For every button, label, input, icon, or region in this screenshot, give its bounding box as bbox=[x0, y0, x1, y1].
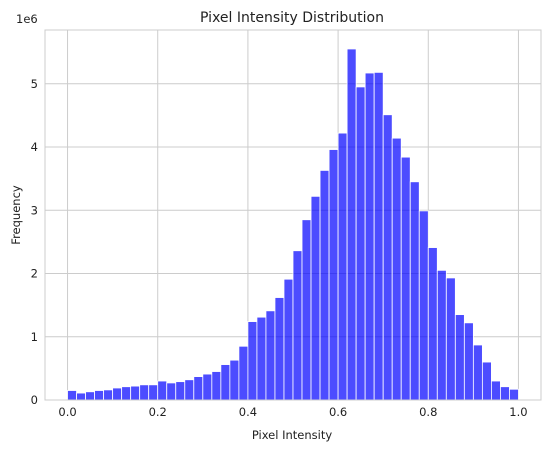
histogram-bar bbox=[139, 384, 150, 401]
histogram-bar bbox=[121, 386, 132, 401]
x-tick-label: 0.4 bbox=[239, 405, 257, 419]
histogram-bar bbox=[238, 345, 249, 401]
histogram-bar bbox=[76, 392, 86, 401]
histogram-bar bbox=[148, 384, 159, 401]
histogram-bar bbox=[103, 389, 114, 401]
y-tick-label: 0 bbox=[31, 393, 38, 407]
histogram-bar bbox=[301, 219, 312, 401]
y-offset-label: 1e6 bbox=[16, 12, 38, 26]
plot-frame bbox=[44, 29, 542, 401]
histogram-bar bbox=[500, 386, 510, 401]
histogram-bar bbox=[310, 195, 321, 401]
histogram-bar bbox=[445, 277, 456, 401]
histogram-bar bbox=[220, 364, 231, 401]
histogram-bar bbox=[202, 373, 213, 401]
histogram-bar bbox=[211, 371, 222, 401]
histogram-bar bbox=[481, 361, 492, 401]
histogram-bar bbox=[265, 310, 276, 401]
x-tick-label: 0.6 bbox=[329, 405, 347, 419]
histogram-bar bbox=[130, 385, 141, 401]
histogram-bar bbox=[409, 181, 420, 401]
histogram-bar bbox=[166, 382, 177, 401]
histogram-bar bbox=[490, 380, 501, 401]
histogram-bar bbox=[355, 86, 366, 401]
y-tick-label: 4 bbox=[31, 140, 38, 154]
histogram-bar bbox=[364, 72, 375, 401]
histogram-bar bbox=[67, 390, 77, 401]
y-tick-label: 1 bbox=[31, 330, 38, 344]
histogram-bar bbox=[94, 390, 105, 401]
y-tick-label: 2 bbox=[31, 267, 38, 281]
histogram-bar bbox=[427, 247, 438, 401]
histogram-bar bbox=[346, 48, 357, 401]
x-tick-labels: 0.0 0.2 0.4 0.6 0.8 1.0 bbox=[58, 405, 527, 419]
histogram-bar bbox=[274, 297, 285, 401]
histogram-bar bbox=[400, 156, 411, 401]
histogram-bar bbox=[256, 316, 267, 401]
histogram-bar bbox=[391, 137, 402, 401]
histogram-bar bbox=[337, 132, 348, 401]
histogram-bar bbox=[85, 391, 95, 401]
y-tick-labels: 0 1 2 3 4 5 bbox=[31, 77, 38, 407]
x-tick-label: 1.0 bbox=[509, 405, 527, 419]
histogram-bar bbox=[283, 278, 294, 401]
histogram-bar bbox=[292, 250, 303, 401]
histogram-bar bbox=[509, 388, 519, 401]
histogram-bar bbox=[184, 379, 195, 401]
chart-title: Pixel Intensity Distribution bbox=[200, 10, 384, 26]
x-tick-label: 0.2 bbox=[149, 405, 167, 419]
histogram-bar bbox=[472, 344, 483, 401]
histogram-bars bbox=[67, 48, 519, 401]
histogram-bar bbox=[454, 314, 465, 401]
histogram-bar bbox=[175, 381, 186, 401]
y-tick-label: 5 bbox=[31, 77, 38, 91]
histogram-bar bbox=[382, 114, 393, 401]
histogram-bar bbox=[418, 210, 429, 401]
histogram-bar bbox=[373, 71, 384, 401]
histogram-bar bbox=[328, 149, 339, 401]
histogram-bar bbox=[436, 269, 447, 401]
y-axis-label: Frequency bbox=[9, 185, 23, 245]
histogram-bar bbox=[229, 359, 240, 401]
x-tick-label: 0.8 bbox=[419, 405, 437, 419]
histogram-bar bbox=[157, 380, 168, 401]
histogram-bar bbox=[193, 376, 204, 401]
x-tick-label: 0.0 bbox=[58, 405, 76, 419]
histogram-bar bbox=[463, 322, 474, 401]
x-axis-label: Pixel Intensity bbox=[252, 428, 333, 442]
histogram-bar bbox=[247, 321, 258, 401]
histogram-bar bbox=[319, 170, 330, 401]
histogram-bar bbox=[112, 387, 123, 401]
y-tick-label: 3 bbox=[31, 203, 38, 217]
